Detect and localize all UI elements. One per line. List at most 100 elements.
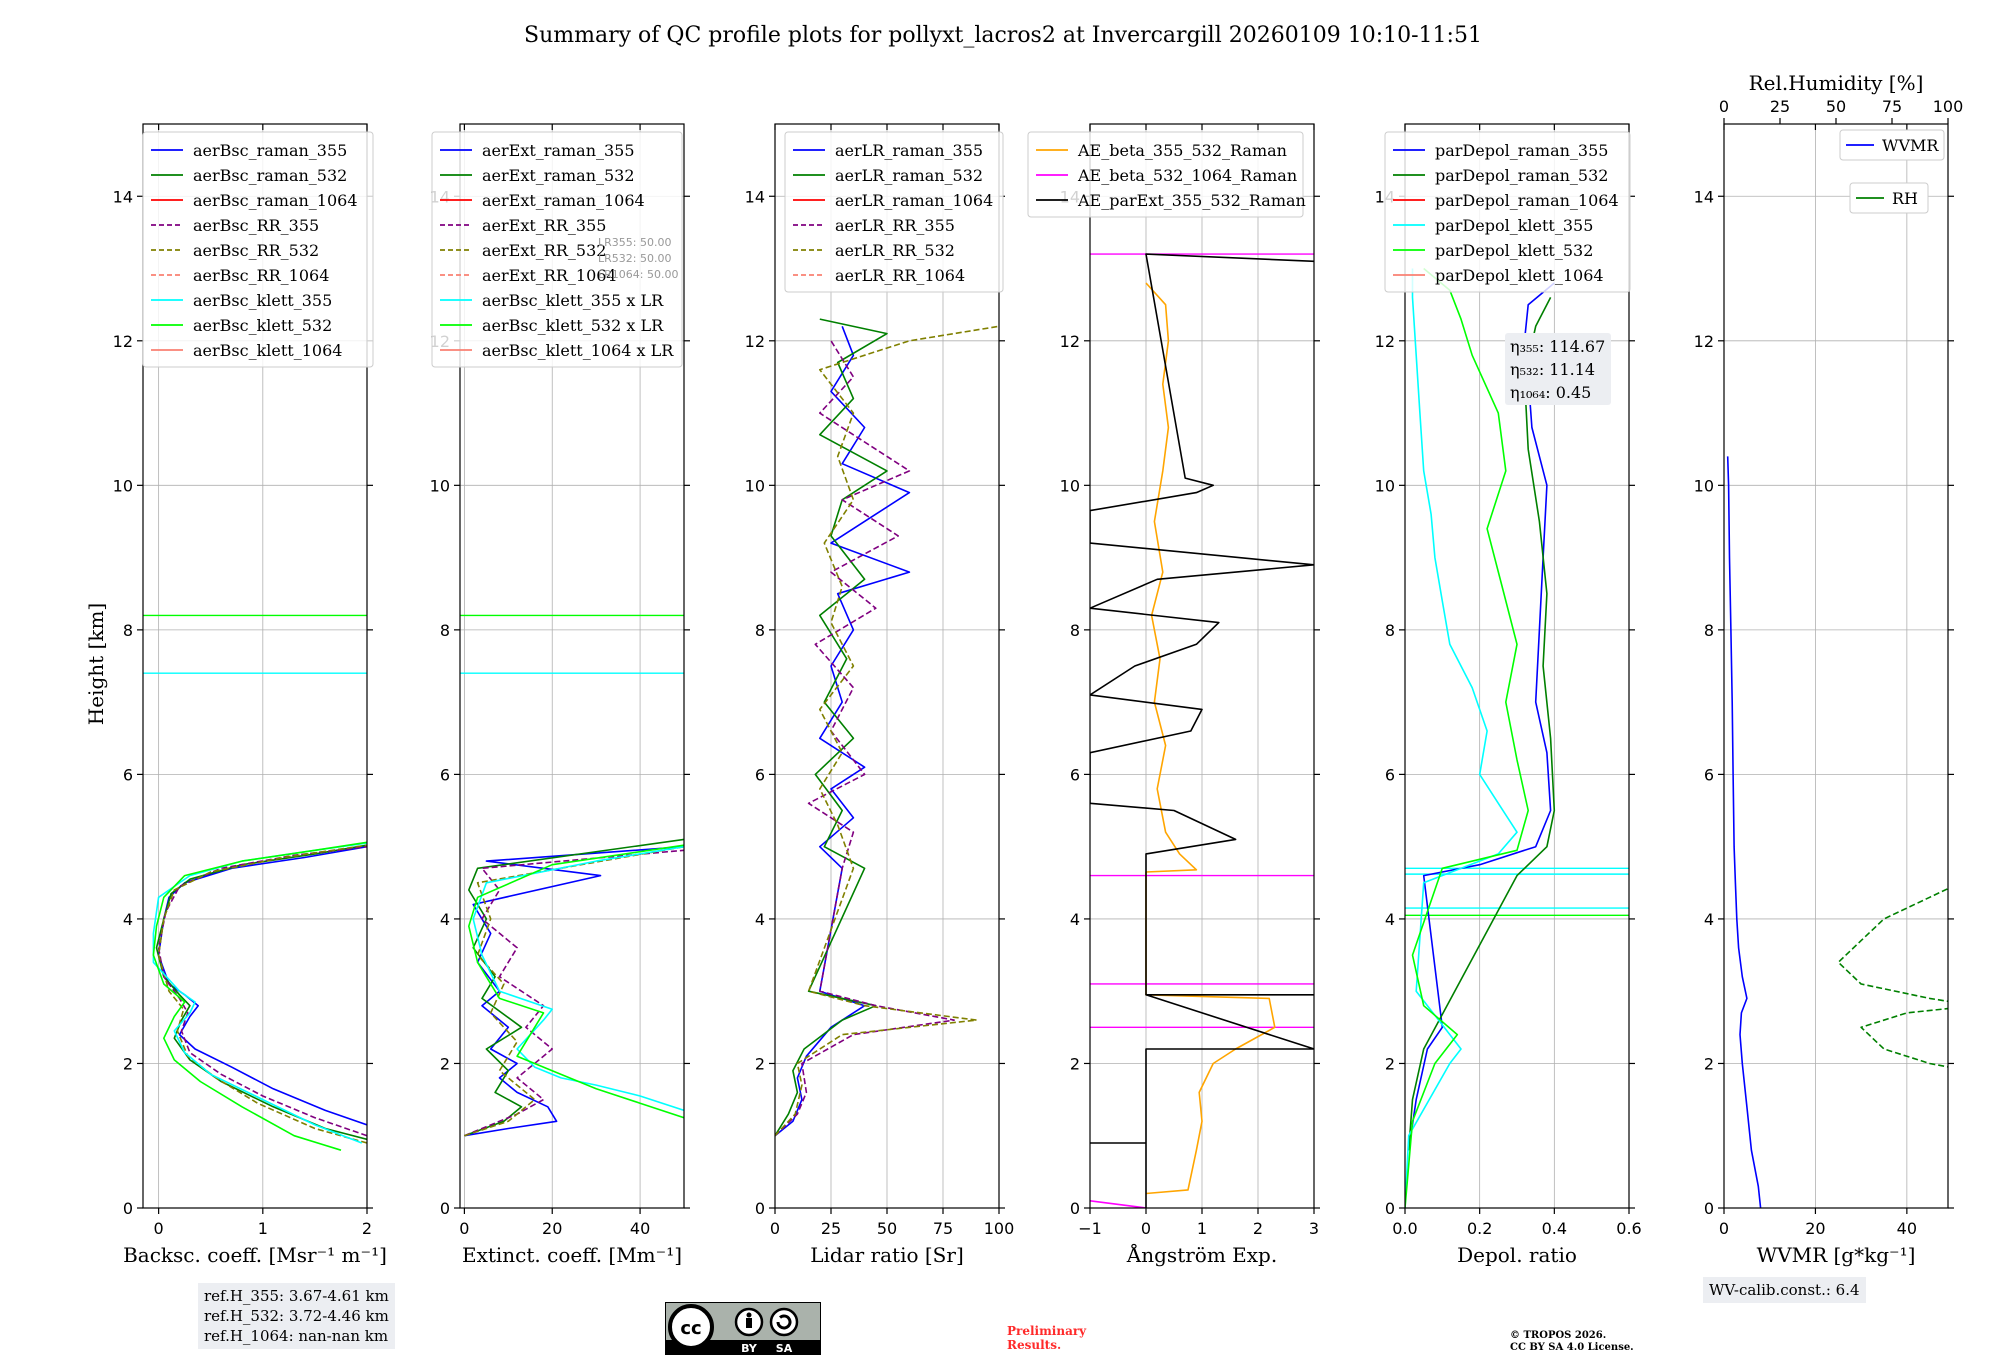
legend-label: aerBsc_klett_1064 x LR (482, 341, 674, 360)
x-tick-label: 2 (362, 1219, 372, 1238)
y-tick-label: 8 (123, 621, 133, 640)
y-tick-label: 10 (745, 476, 765, 495)
y-tick-label: 0 (440, 1199, 450, 1218)
y-tick-label: 0 (755, 1199, 765, 1218)
series-rh (1837, 887, 1948, 1068)
legend-label: parDepol_raman_1064 (1435, 191, 1619, 210)
y-axis-label: Height [km] (84, 603, 108, 725)
cc-logo-text: cc (680, 1318, 701, 1339)
x-tick-label: 25 (821, 1219, 841, 1238)
panel-depol: 0.00.20.40.602468101214Depol. ratioparDe… (1375, 123, 1642, 1267)
legend-label: aerLR_RR_532 (835, 241, 955, 260)
legend-label: AE_beta_532_1064_Raman (1077, 166, 1297, 185)
y-tick-label: 2 (755, 1054, 765, 1073)
legend-label: parDepol_klett_355 (1435, 216, 1593, 235)
x-tick-label: 3 (1309, 1219, 1319, 1238)
legend-label: aerExt_raman_532 (482, 166, 635, 185)
y-tick-label: 6 (1704, 765, 1714, 784)
wv-calib-box: WV-calib.const.: 6.4 (1703, 1277, 1866, 1303)
copyright-line2: CC BY SA 4.0 License. (1510, 1342, 1634, 1353)
legend-angstrom: AE_beta_355_532_Raman AE_beta_532_1064_Ra… (1027, 131, 1306, 218)
panel-extinction: 0204002468101214Extinct. coeff. [Mm⁻¹]ae… (430, 123, 690, 1267)
legend-label: parDepol_raman_355 (1435, 141, 1608, 160)
axes-frame (1723, 123, 1949, 1209)
copyright-notice: © TROPOS 2026. CC BY SA 4.0 License. (1510, 1330, 1634, 1354)
legend-lidar_ratio: aerLR_raman_355 aerLR_raman_532 aerLR_rama… (784, 131, 1004, 293)
legend-label: aerBsc_RR_532 (193, 241, 319, 260)
x-tick-label: 40 (630, 1219, 650, 1238)
y-tick-label: 0 (1070, 1199, 1080, 1218)
series-pardepol-klett-355 (1405, 268, 1518, 1208)
series-pardepol-klett-532 (1405, 267, 1529, 1208)
y-tick-label: 14 (1694, 187, 1714, 206)
series-aerbsc-klett-355-x-lr (472, 845, 684, 1112)
x-tick-label: 0 (154, 1219, 164, 1238)
y-tick-label: 14 (745, 187, 765, 206)
legend-label: aerBsc_RR_355 (193, 216, 319, 235)
legend-label: aerLR_raman_355 (835, 141, 983, 160)
legend-label: aerLR_RR_355 (835, 216, 955, 235)
series-aerbsc-klett-355 (152, 842, 367, 1144)
by-label: BY (741, 1342, 758, 1355)
y-tick-label: 4 (1704, 910, 1714, 929)
legend-label: aerExt_RR_1064 (482, 266, 617, 285)
y-tick-label: 12 (113, 332, 133, 351)
series-ae-parext-355-532-raman (1090, 253, 1314, 1208)
x-tick-label: 0 (459, 1219, 469, 1238)
ref-height-532: ref.H_532: 3.72-4.46 km (204, 1307, 389, 1325)
y-tick-label: 0 (1704, 1199, 1714, 1218)
y-tick-label: 10 (1694, 476, 1714, 495)
legend-wvmr: WVMR RH (1839, 129, 1945, 214)
y-tick-label: 2 (1385, 1054, 1395, 1073)
x-tick-label: 0.4 (1542, 1219, 1567, 1238)
y-tick-label: 2 (123, 1054, 133, 1073)
x-axis-label: Depol. ratio (1457, 1243, 1577, 1267)
y-tick-label: 6 (440, 765, 450, 784)
cc-license-badge: cc BY SA (665, 1302, 821, 1355)
x-tick-label: 1 (258, 1219, 268, 1238)
x-tick-label: 1 (1197, 1219, 1207, 1238)
x-tick-label: 50 (877, 1219, 897, 1238)
y-tick-label: 6 (1385, 765, 1395, 784)
x2-tick-label: 0 (1719, 97, 1729, 116)
x2-tick-label: 75 (1882, 97, 1902, 116)
legend-label: aerBsc_raman_355 (193, 141, 347, 160)
legend-label: aerBsc_klett_355 x LR (482, 291, 664, 310)
y-tick-label: 6 (123, 765, 133, 784)
preliminary-line1: Preliminary (1007, 1324, 1087, 1338)
y-tick-label: 0 (1385, 1199, 1395, 1218)
series-aerext-raman-355 (464, 845, 684, 1137)
legend-label: aerBsc_klett_355 (193, 291, 332, 310)
series-aerlr-raman-355 (775, 326, 911, 1137)
x-tick-label: 0 (1141, 1219, 1151, 1238)
x-tick-label: −1 (1078, 1219, 1102, 1238)
eta-value: η₁₀₆₄: 0.45 (1510, 383, 1591, 402)
legend-depol: parDepol_raman_355 parDepol_raman_532 parD… (1384, 131, 1631, 293)
y-tick-label: 12 (1375, 332, 1395, 351)
series-aerext-raman-532 (464, 838, 684, 1137)
axes-frame (142, 123, 368, 1209)
y-tick-label: 12 (745, 332, 765, 351)
legend-extinction: aerExt_raman_355 aerExt_raman_532 aerExt_r… (431, 131, 683, 368)
series-aerbsc-rr-532 (157, 844, 367, 1144)
legend-label: aerBsc_klett_1064 (193, 341, 342, 360)
y-tick-label: 4 (1070, 910, 1080, 929)
series-aerlr-rr-355 (775, 340, 955, 1137)
x2-tick-label: 50 (1826, 97, 1846, 116)
y-tick-label: 6 (755, 765, 765, 784)
x-tick-label: 2 (1253, 1219, 1263, 1238)
y-tick-label: 12 (1694, 332, 1714, 351)
series-ae-beta-532-1064-raman (1090, 1200, 1147, 1208)
legend-label: parDepol_klett_532 (1435, 241, 1593, 260)
x2-tick-label: 100 (1933, 97, 1964, 116)
reference-height-box: ref.H_355: 3.67-4.61 km ref.H_532: 3.72-… (198, 1283, 395, 1349)
y-tick-label: 6 (1070, 765, 1080, 784)
y-tick-label: 8 (440, 621, 450, 640)
series-aerbsc-klett-532-x-lr (468, 844, 684, 1119)
legend-label: aerBsc_klett_532 x LR (482, 316, 664, 335)
x2-tick-label: 25 (1770, 97, 1790, 116)
lr-note: LR355: 50.00 (598, 236, 671, 249)
legend-label: aerBsc_klett_532 (193, 316, 332, 335)
